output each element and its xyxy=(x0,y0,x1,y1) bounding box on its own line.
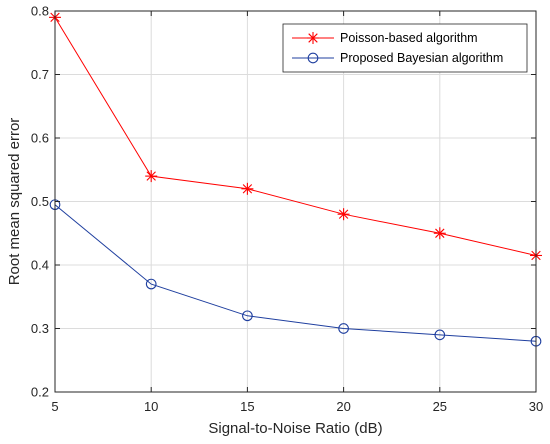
ticks: 5 10 15 20 25 30 0.2 0.3 0.4 0.5 0.6 0.7 0.8 xyxy=(31,4,543,415)
x-tick-label: 5 xyxy=(51,399,58,414)
series-line xyxy=(54,17,537,256)
marker-stroke xyxy=(435,228,445,238)
x-tick-label: 20 xyxy=(336,399,350,414)
marker-stroke xyxy=(242,184,253,194)
legend-sample-1 xyxy=(292,32,334,44)
y-tick-label: 0.8 xyxy=(31,4,49,19)
x-tick-label: 15 xyxy=(240,399,254,414)
legend-label-bayesian: Proposed Bayesian algorithm xyxy=(340,51,503,65)
legend-label-poisson: Poisson-based algorithm xyxy=(340,31,478,45)
series-line xyxy=(54,204,537,342)
x-tick-label: 25 xyxy=(433,399,447,414)
y-tick-label: 0.3 xyxy=(31,321,49,336)
marker-stroke xyxy=(338,209,349,219)
data-point-asterisk xyxy=(433,227,446,240)
legend-marker-circle xyxy=(307,52,319,64)
y-tick-label: 0.7 xyxy=(31,67,49,82)
x-tick-label: 30 xyxy=(529,399,543,414)
x-axis-label: Signal-to-Noise Ratio (dB) xyxy=(208,420,382,437)
x-tick-label: 10 xyxy=(144,399,158,414)
y-axis-label: Root mean squared error xyxy=(6,118,23,286)
marker-stroke xyxy=(146,171,156,181)
legend-box xyxy=(282,23,528,73)
y-tick-label: 0.5 xyxy=(31,194,49,209)
legend: Poisson-based algorithm Proposed Bayesia… xyxy=(282,23,528,73)
data-point-circle xyxy=(145,278,157,290)
data-point-asterisk xyxy=(337,208,350,221)
data-point-asterisk xyxy=(145,170,158,183)
data-point-circle xyxy=(434,329,446,341)
legend-marker-asterisk xyxy=(307,32,319,44)
y-tick-label: 0.2 xyxy=(31,385,49,400)
y-tick-label: 0.4 xyxy=(31,258,49,273)
data-point-circle xyxy=(242,310,253,322)
legend-sample-2 xyxy=(292,52,334,64)
data-point-circle xyxy=(338,323,349,334)
y-tick-label: 0.6 xyxy=(31,131,49,146)
marker-stroke xyxy=(308,33,318,43)
legend-entries xyxy=(292,32,334,64)
data-point-asterisk xyxy=(241,182,254,195)
